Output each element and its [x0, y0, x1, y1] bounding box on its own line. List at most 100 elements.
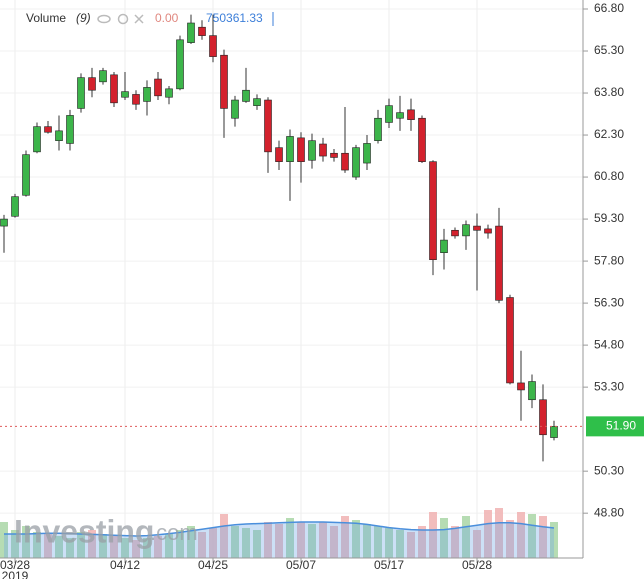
y-tick-label: 53.30: [594, 379, 624, 393]
x-tick-label: 05/17: [374, 558, 404, 572]
last-price-label: 51.90: [606, 419, 636, 433]
candle-body: [33, 126, 41, 153]
volume-bar: [121, 538, 129, 558]
candle-body: [286, 136, 294, 162]
volume-bar: [132, 540, 140, 558]
y-tick-label: 57.80: [594, 253, 624, 267]
candle-body: [22, 154, 30, 196]
candle-body: [330, 152, 338, 158]
candle-body: [11, 196, 19, 217]
candle-body: [550, 426, 558, 438]
candle-body: [88, 77, 96, 91]
gear-icon[interactable]: [117, 13, 129, 25]
candle-body: [473, 225, 481, 231]
volume-bar: [11, 530, 19, 558]
volume-panel: [0, 508, 558, 558]
candle-body: [363, 143, 371, 164]
last-price-tag: [586, 416, 644, 437]
candle-body: [165, 88, 173, 98]
candle-body: [429, 161, 437, 260]
watermark: Investing: [14, 513, 154, 549]
volume-bar: [33, 532, 41, 558]
volume-ma-line: [4, 521, 555, 537]
volume-bar: [66, 538, 74, 558]
candle-body: [187, 22, 195, 43]
candle-body: [264, 99, 272, 153]
candle-body: [121, 91, 129, 98]
volume-bar: [550, 522, 558, 558]
volume-bar: [319, 522, 327, 558]
candle-body: [198, 26, 206, 36]
candle-body: [99, 70, 107, 83]
y-tick-label: 59.30: [594, 211, 624, 225]
candle-body: [66, 115, 74, 144]
volume-legend-name: Volume: [26, 11, 66, 25]
volume-bar: [473, 530, 481, 558]
candle-body: [253, 98, 261, 106]
close-icon[interactable]: [134, 14, 144, 24]
x-tick-label: 04/12: [110, 558, 140, 572]
candle-body: [55, 130, 63, 141]
candle-body: [374, 117, 382, 141]
volume-bar: [396, 530, 404, 558]
volume-bar: [440, 518, 448, 558]
volume-bar: [99, 534, 107, 558]
volume-bar: [187, 526, 195, 558]
volume-bar: [539, 516, 547, 558]
volume-bar: [198, 532, 206, 558]
volume-bar: [418, 526, 426, 558]
candle-body: [77, 77, 85, 109]
volume-bar: [220, 514, 228, 558]
volume-bar: [462, 516, 470, 558]
x-tick-label: 04/25: [198, 558, 228, 572]
watermark-suffix: .com: [150, 520, 198, 545]
volume-bar: [297, 522, 305, 558]
eye-icon[interactable]: [97, 14, 111, 24]
y-tick-label: 66.80: [594, 1, 624, 15]
volume-bar: [231, 526, 239, 558]
candle-body: [275, 147, 283, 162]
candle-body: [132, 94, 140, 105]
candle-body: [528, 381, 536, 401]
volume-bar: [407, 532, 415, 558]
legend-icons[interactable]: [97, 13, 144, 25]
x-tick-label: 03/28: [0, 558, 30, 572]
volume-bar: [110, 536, 118, 558]
candle-body: [385, 105, 393, 123]
volume-bar: [253, 530, 261, 558]
volume-legend-zero: 0.00: [155, 11, 179, 25]
volume-bar: [506, 520, 514, 558]
candle-body: [407, 109, 415, 120]
volume-legend-ma: 750361.33: [206, 11, 263, 25]
candle-body: [220, 54, 228, 109]
candle-body: [154, 78, 162, 97]
volume-bar: [528, 514, 536, 558]
volume-bar: [517, 512, 525, 558]
y-tick-label: 56.30: [594, 295, 624, 309]
y-tick-label: 50.30: [594, 463, 624, 477]
volume-bar: [385, 528, 393, 558]
y-tick-label: 65.30: [594, 43, 624, 57]
volume-bar: [0, 522, 8, 558]
candle-body: [143, 87, 151, 102]
candle-body: [462, 224, 470, 237]
volume-bar: [242, 528, 250, 558]
x-tick-label: 05/28: [462, 558, 492, 572]
volume-bar: [77, 532, 85, 558]
candle-body: [176, 39, 184, 90]
volume-bar: [308, 524, 316, 558]
candle-body: [440, 239, 448, 253]
volume-bar: [451, 526, 459, 558]
volume-bar: [363, 524, 371, 558]
candle-body: [418, 117, 426, 162]
candles: [0, 14, 558, 462]
candle-body: [44, 126, 52, 133]
volume-bar: [429, 512, 437, 558]
x-tick-label: 05/07: [286, 558, 316, 572]
y-tick-label: 60.80: [594, 169, 624, 183]
volume-bar: [209, 528, 217, 558]
